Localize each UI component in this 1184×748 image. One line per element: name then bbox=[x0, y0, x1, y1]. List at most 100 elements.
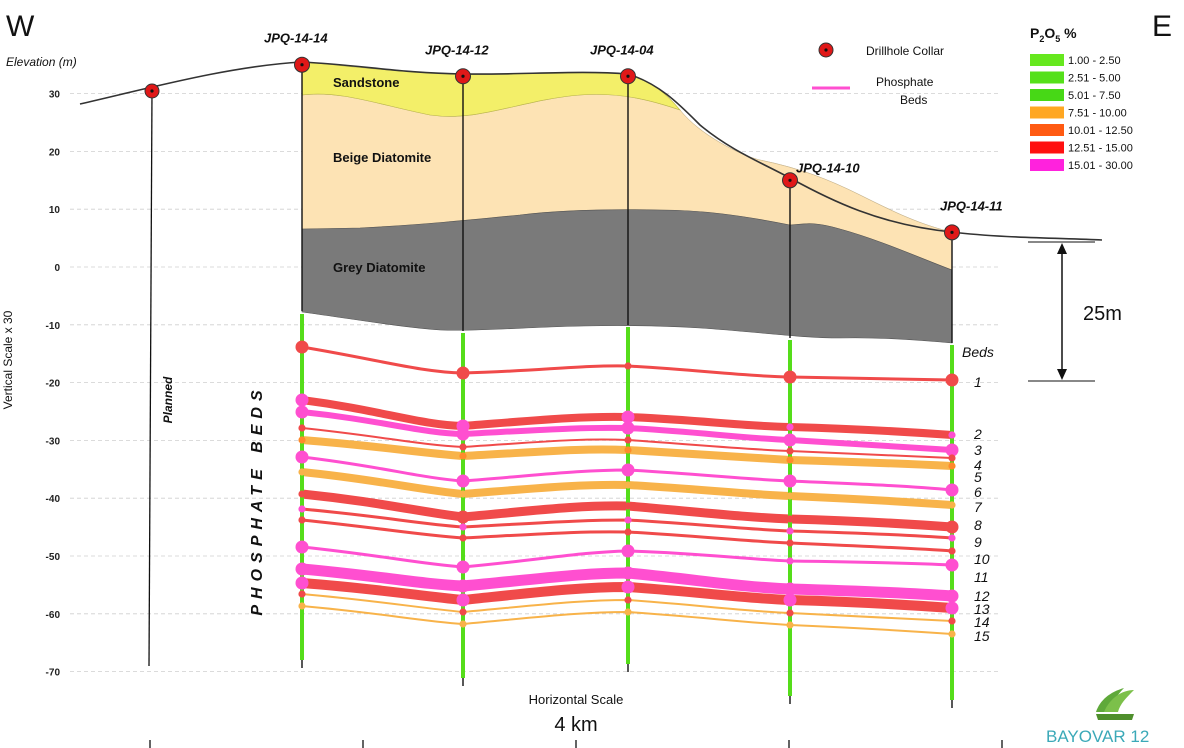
beds-header: Beds bbox=[962, 344, 994, 360]
assay-dot bbox=[621, 580, 635, 594]
grade-legend-title: P2O5 % bbox=[1030, 25, 1077, 44]
assay-dot bbox=[295, 576, 309, 590]
assay-dot bbox=[786, 539, 794, 547]
drillhole-jpq-14-04: JPQ-14-04 bbox=[590, 42, 654, 672]
elevation-tick-label: -40 bbox=[46, 494, 61, 505]
elevation-tick-label: -70 bbox=[46, 668, 61, 679]
assay-dot bbox=[621, 421, 635, 435]
assay-dot bbox=[624, 362, 632, 370]
assay-dot bbox=[786, 527, 794, 535]
assay-dot bbox=[786, 447, 794, 455]
elevation-tick-label: 10 bbox=[49, 205, 61, 216]
bed-number-7: 7 bbox=[974, 499, 983, 515]
grade-swatch bbox=[1030, 141, 1064, 154]
assay-dot bbox=[298, 468, 306, 476]
beige-diatomite-label: Beige Diatomite bbox=[333, 150, 431, 165]
assay-dot bbox=[786, 557, 794, 565]
assay-dot bbox=[786, 609, 794, 617]
assay-dot bbox=[295, 340, 309, 354]
grade-range-label: 1.00 - 2.50 bbox=[1068, 55, 1121, 67]
bed-number-12: 12 bbox=[974, 588, 990, 604]
drillhole-label: JPQ-14-04 bbox=[590, 42, 654, 57]
assay-dot bbox=[459, 534, 467, 542]
assay-dot bbox=[298, 602, 306, 610]
assay-dot bbox=[621, 463, 635, 477]
assay-dot bbox=[456, 510, 470, 524]
assay-dot bbox=[945, 443, 959, 457]
assay-dot bbox=[624, 481, 632, 489]
bed-number-14: 14 bbox=[974, 614, 990, 630]
assay-dot bbox=[295, 562, 309, 576]
grade-range-label: 12.51 - 15.00 bbox=[1068, 143, 1133, 155]
horizontal-scale-label: Horizontal Scale bbox=[529, 692, 624, 707]
assay-dot bbox=[948, 431, 956, 439]
grade-swatch bbox=[1030, 159, 1064, 171]
drillhole-jpq-14-11: JPQ-14-11 bbox=[940, 198, 1003, 708]
assay-dot bbox=[459, 490, 467, 498]
grade-range-label: 15.01 - 30.00 bbox=[1068, 160, 1133, 172]
assay-dot bbox=[786, 456, 794, 464]
elevation-tick-label: -60 bbox=[46, 610, 61, 621]
elevation-tick-label: -30 bbox=[46, 436, 61, 447]
elevation-tick-labels: 30 20 10 0 -10 -20 -30 -40 -50 -60 -70 bbox=[46, 90, 61, 679]
assay-dot bbox=[783, 582, 797, 596]
assay-dot bbox=[298, 505, 306, 513]
elevation-tick-label: 0 bbox=[54, 263, 60, 274]
grade-swatch bbox=[1030, 71, 1064, 84]
assay-dot bbox=[948, 534, 956, 542]
bed-number-9: 9 bbox=[974, 534, 982, 550]
assay-dot bbox=[298, 590, 306, 598]
bed-number-5: 5 bbox=[974, 469, 982, 485]
assay-dot bbox=[295, 540, 309, 554]
bed-number-2: 2 bbox=[973, 426, 982, 442]
east-label: E bbox=[1152, 10, 1172, 43]
assay-dot bbox=[295, 393, 309, 407]
drillhole-label: JPQ-14-11 bbox=[940, 198, 1003, 213]
drillhole-jpq-14-12: JPQ-14-12 bbox=[425, 42, 489, 686]
assay-dot bbox=[621, 566, 635, 580]
assay-dot bbox=[298, 516, 306, 524]
assay-dot bbox=[298, 424, 306, 432]
beds-legend-label-2: Beds bbox=[900, 93, 927, 107]
assay-dot bbox=[945, 558, 959, 572]
assay-dot bbox=[624, 608, 632, 616]
bed-number-3: 3 bbox=[974, 442, 982, 458]
bayovar-logo bbox=[1096, 688, 1134, 720]
symbol-legend bbox=[812, 42, 850, 90]
elevation-tick-label: -10 bbox=[46, 321, 61, 332]
assay-dot bbox=[948, 547, 956, 555]
bed-number-4: 4 bbox=[974, 457, 982, 473]
assay-dot bbox=[459, 608, 467, 616]
grade-swatch bbox=[1030, 89, 1064, 101]
grade-swatch bbox=[1030, 106, 1064, 119]
assay-dot bbox=[298, 436, 306, 444]
assay-dot bbox=[783, 474, 797, 488]
assay-dot bbox=[948, 501, 956, 509]
grade-swatch bbox=[1030, 124, 1064, 136]
assay-dot bbox=[456, 427, 470, 441]
elevation-tick-label: -20 bbox=[46, 379, 61, 390]
assay-dot bbox=[459, 452, 467, 460]
west-label: W bbox=[6, 10, 35, 43]
bed-number-1: 1 bbox=[974, 374, 982, 390]
assay-dot bbox=[459, 523, 467, 531]
assay-dot bbox=[456, 579, 470, 593]
assay-dot bbox=[456, 593, 470, 607]
assay-dot bbox=[786, 492, 794, 500]
assay-dot bbox=[945, 520, 959, 534]
collar-legend-label: Drillhole Collar bbox=[866, 44, 944, 58]
assay-dot bbox=[948, 454, 956, 462]
bed-number-13: 13 bbox=[974, 601, 990, 617]
planned-label: Planned bbox=[161, 376, 175, 423]
assay-dot bbox=[459, 620, 467, 628]
bed-number-15: 15 bbox=[974, 628, 990, 644]
vertical-scale-value: 25m bbox=[1083, 303, 1122, 325]
drillhole-label: JPQ-14-10 bbox=[796, 160, 860, 175]
assay-dot bbox=[295, 450, 309, 464]
elevation-tick-label: 20 bbox=[49, 147, 61, 158]
bed-number-10: 10 bbox=[974, 551, 990, 567]
grade-range-label: 10.01 - 12.50 bbox=[1068, 125, 1133, 137]
assay-dot bbox=[621, 544, 635, 558]
drillhole-label: JPQ-14-14 bbox=[264, 31, 328, 46]
